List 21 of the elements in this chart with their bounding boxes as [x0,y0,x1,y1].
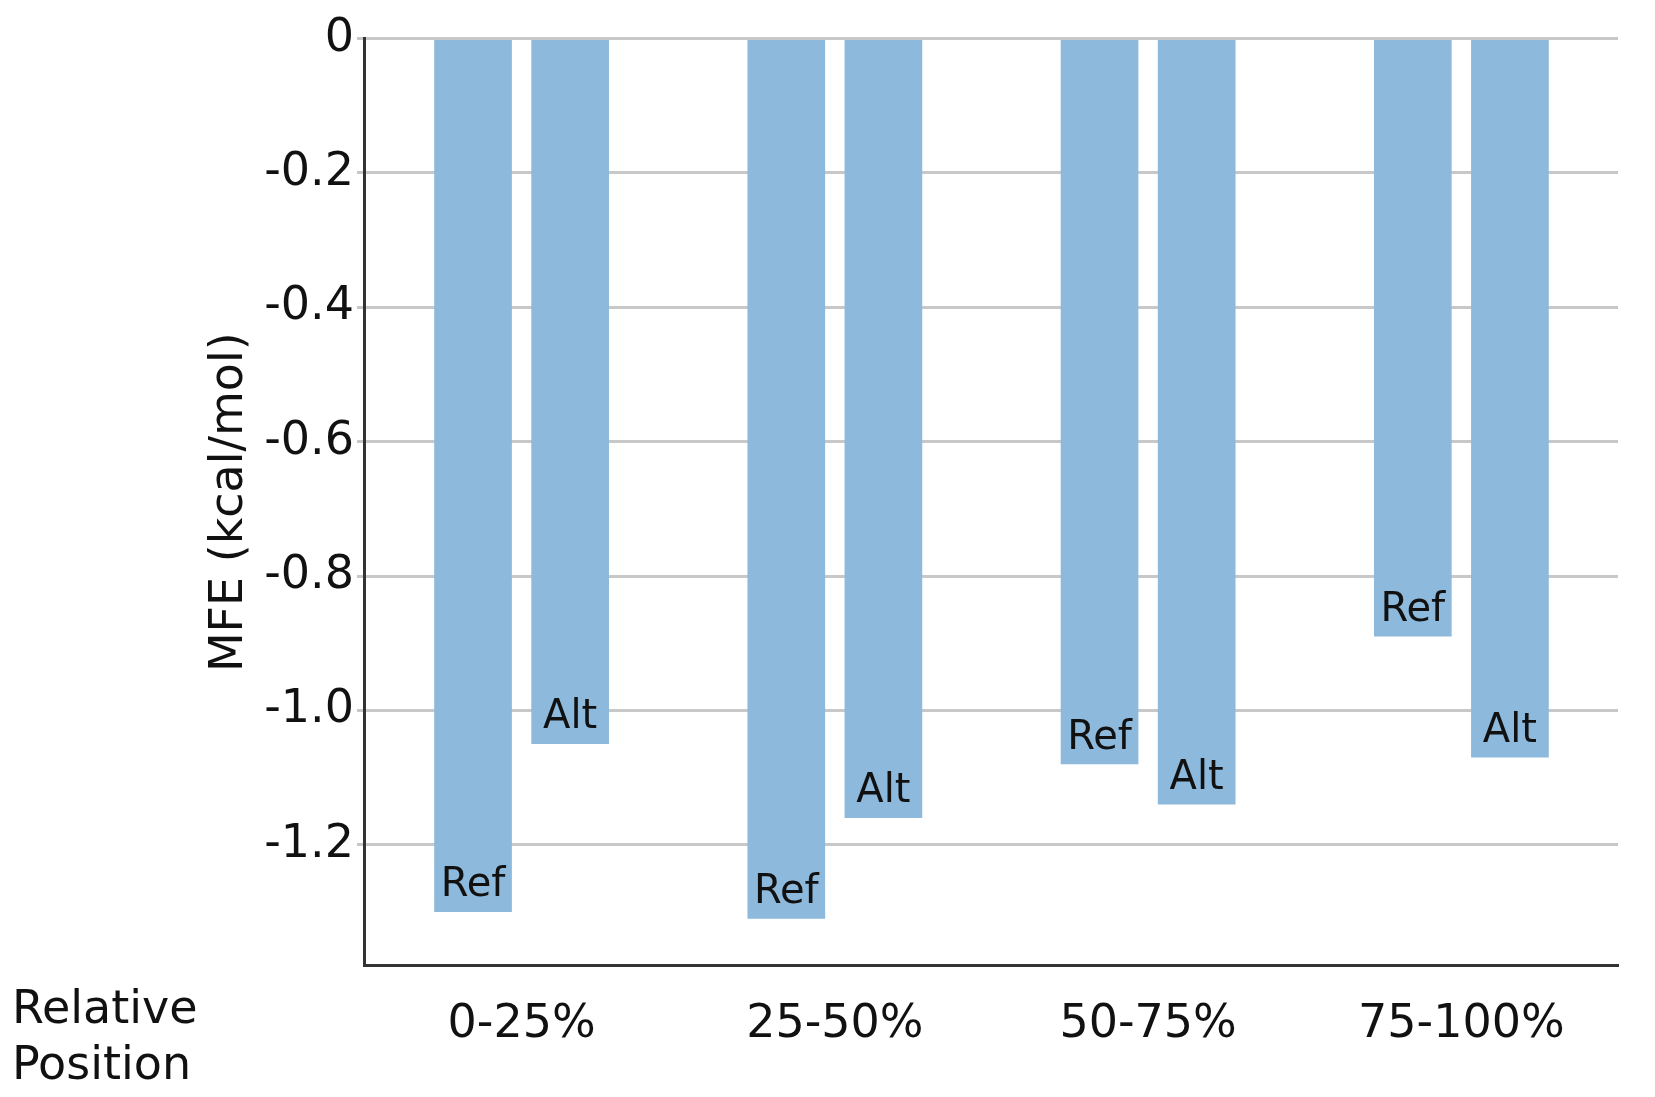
y-tick-label: -1.2 [264,813,354,868]
x-axis-title: Relative Position [12,979,198,1090]
text: Alt [856,765,911,812]
x-tick-label: 25-50% [746,994,924,1049]
x-tick-label: 0-25% [447,994,596,1049]
text: Alt [1482,704,1538,751]
text: Ref [1380,583,1446,630]
y-tick-label: -0.4 [264,276,354,331]
text: Ref [753,866,819,913]
x-tick-label: 50-75% [1059,994,1237,1049]
text: Ref [1067,711,1132,758]
x-tick-label: 75-100% [1358,994,1565,1049]
y-tick-label: -0.2 [264,141,354,196]
y-tick-label: 0 [324,7,354,62]
series-label: Alt [1169,751,1224,798]
series-label: Ref [440,859,507,906]
y-tick-label: -0.6 [264,410,354,465]
y-tick-label: -0.8 [264,545,354,600]
text: Alt [543,691,598,738]
y-tick-label: -1.0 [264,679,354,734]
y-axis-title: MFE (kcal/mol) [198,332,253,673]
